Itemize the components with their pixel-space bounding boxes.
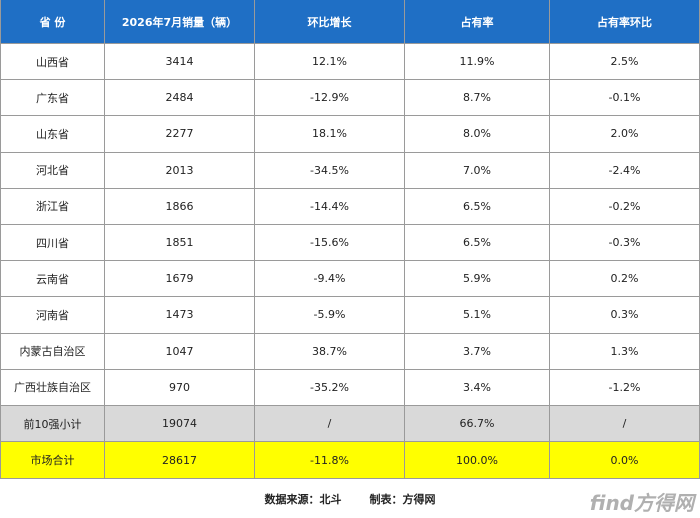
table-cell: -34.5% — [255, 152, 405, 189]
table-cell: 100.0% — [405, 442, 550, 479]
table-cell: 8.0% — [405, 116, 550, 153]
table-cell: 3.4% — [405, 369, 550, 406]
table-cell: 四川省 — [0, 225, 105, 262]
table-cell: -0.2% — [550, 188, 700, 225]
table-cell: -5.9% — [255, 297, 405, 334]
table-cell: 山西省 — [0, 44, 105, 81]
table-cell: 28617 — [105, 442, 255, 479]
table-cell: 1.3% — [550, 333, 700, 370]
table-cell: 2277 — [105, 116, 255, 153]
table-cell: -11.8% — [255, 442, 405, 479]
table-cell: -9.4% — [255, 261, 405, 298]
table-cell: 38.7% — [255, 333, 405, 370]
table-cell: -0.3% — [550, 225, 700, 262]
table-cell: 2.5% — [550, 44, 700, 81]
table-cell: -1.2% — [550, 369, 700, 406]
table-cell: 970 — [105, 369, 255, 406]
table-cell: 2484 — [105, 80, 255, 117]
table-cell: 河北省 — [0, 152, 105, 189]
table-cell: 0.2% — [550, 261, 700, 298]
table-cell: 占有率环比 — [550, 0, 700, 44]
table-cell: 市场合计 — [0, 442, 105, 479]
source-note: 数据来源：北斗 — [264, 492, 342, 506]
table-cell: 1866 — [105, 188, 255, 225]
table-cell: 河南省 — [0, 297, 105, 334]
table-cell: 18.1% — [255, 116, 405, 153]
table-cell: 3414 — [105, 44, 255, 81]
table-cell: 2013 — [105, 152, 255, 189]
table-cell: 3.7% — [405, 333, 550, 370]
table-cell: -15.6% — [255, 225, 405, 262]
table-cell: 占有率 — [405, 0, 550, 44]
table-cell: 内蒙古自治区 — [0, 333, 105, 370]
table-cell: 11.9% — [405, 44, 550, 81]
table-cell: 5.9% — [405, 261, 550, 298]
table-cell: 1473 — [105, 297, 255, 334]
table-cell: 66.7% — [405, 406, 550, 443]
watermark: find方得网 — [589, 491, 694, 515]
table-cell: 浙江省 — [0, 188, 105, 225]
table-cell: 广西壮族自治区 — [0, 369, 105, 406]
table-cell: 前10强小计 — [0, 406, 105, 443]
table-cell: 8.7% — [405, 80, 550, 117]
table-cell: -35.2% — [255, 369, 405, 406]
table-cell: 7.0% — [405, 152, 550, 189]
table-cell: 山东省 — [0, 116, 105, 153]
table-cell: 省 份 — [0, 0, 105, 44]
table-cell: 广东省 — [0, 80, 105, 117]
table-cell: 2.0% — [550, 116, 700, 153]
table-cell: -12.9% — [255, 80, 405, 117]
table-cell: 6.5% — [405, 225, 550, 262]
table-cell: -0.1% — [550, 80, 700, 117]
table-cell: 环比增长 — [255, 0, 405, 44]
table-cell: 2026年7月销量（辆） — [105, 0, 255, 44]
table-cell: 1851 — [105, 225, 255, 262]
table-cell: / — [550, 406, 700, 443]
table-cell: 云南省 — [0, 261, 105, 298]
table-cell: 1679 — [105, 261, 255, 298]
footer: 数据来源：北斗 制表：方得网 — [0, 479, 700, 518]
table-cell: / — [255, 406, 405, 443]
table-cell: 1047 — [105, 333, 255, 370]
table-cell: 12.1% — [255, 44, 405, 81]
table-cell: -2.4% — [550, 152, 700, 189]
table-cell: 6.5% — [405, 188, 550, 225]
table-cell: 5.1% — [405, 297, 550, 334]
table-cell: 0.3% — [550, 297, 700, 334]
table-cell: 0.0% — [550, 442, 700, 479]
maker-note: 制表：方得网 — [369, 492, 436, 506]
table-cell: -14.4% — [255, 188, 405, 225]
table-cell: 19074 — [105, 406, 255, 443]
